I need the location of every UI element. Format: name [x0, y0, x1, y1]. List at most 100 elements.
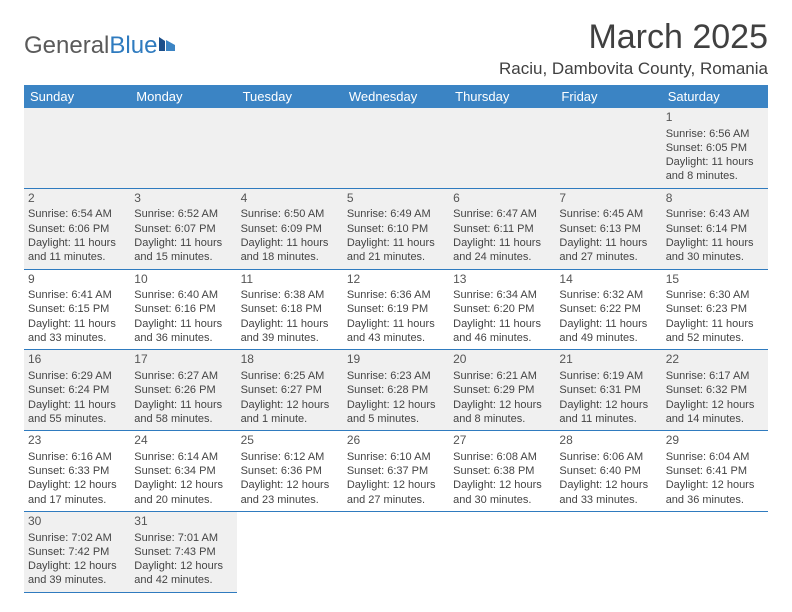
day-number: 14 [559, 272, 657, 288]
day-number: 12 [347, 272, 445, 288]
col-fri: Friday [555, 85, 661, 108]
day-number: 30 [28, 514, 126, 530]
day-cell [555, 108, 661, 188]
daylight: Daylight: 11 hours and 39 minutes. [241, 317, 339, 346]
sunrise: Sunrise: 6:17 AM [666, 369, 764, 383]
sunset: Sunset: 6:19 PM [347, 302, 445, 316]
sunrise: Sunrise: 6:14 AM [134, 450, 232, 464]
day-number: 3 [134, 191, 232, 207]
title-block: March 2025 Raciu, Dambovita County, Roma… [499, 18, 768, 79]
daylight: Daylight: 12 hours and 8 minutes. [453, 398, 551, 427]
sunrise: Sunrise: 6:36 AM [347, 288, 445, 302]
sunset: Sunset: 6:20 PM [453, 302, 551, 316]
sunrise: Sunrise: 6:50 AM [241, 207, 339, 221]
sunset: Sunset: 7:43 PM [134, 545, 232, 559]
sunset: Sunset: 6:34 PM [134, 464, 232, 478]
day-cell [24, 108, 130, 188]
day-cell: 16Sunrise: 6:29 AMSunset: 6:24 PMDayligh… [24, 350, 130, 431]
day-cell: 10Sunrise: 6:40 AMSunset: 6:16 PMDayligh… [130, 269, 236, 350]
sunset: Sunset: 6:32 PM [666, 383, 764, 397]
daylight: Daylight: 12 hours and 39 minutes. [28, 559, 126, 588]
week-row: 30Sunrise: 7:02 AMSunset: 7:42 PMDayligh… [24, 511, 768, 592]
sunrise: Sunrise: 6:25 AM [241, 369, 339, 383]
day-number: 1 [666, 110, 764, 126]
day-cell [343, 511, 449, 592]
sunset: Sunset: 6:13 PM [559, 222, 657, 236]
sunset: Sunset: 6:41 PM [666, 464, 764, 478]
day-cell: 12Sunrise: 6:36 AMSunset: 6:19 PMDayligh… [343, 269, 449, 350]
daylight: Daylight: 12 hours and 5 minutes. [347, 398, 445, 427]
sunrise: Sunrise: 6:29 AM [28, 369, 126, 383]
day-number: 21 [559, 352, 657, 368]
sunset: Sunset: 6:22 PM [559, 302, 657, 316]
day-cell: 18Sunrise: 6:25 AMSunset: 6:27 PMDayligh… [237, 350, 343, 431]
day-number: 22 [666, 352, 764, 368]
sunrise: Sunrise: 6:27 AM [134, 369, 232, 383]
day-cell: 2Sunrise: 6:54 AMSunset: 6:06 PMDaylight… [24, 188, 130, 269]
day-number: 10 [134, 272, 232, 288]
day-number: 5 [347, 191, 445, 207]
sunset: Sunset: 6:18 PM [241, 302, 339, 316]
sunrise: Sunrise: 6:41 AM [28, 288, 126, 302]
daylight: Daylight: 11 hours and 27 minutes. [559, 236, 657, 265]
logo: GeneralBlue [24, 32, 181, 60]
day-number: 28 [559, 433, 657, 449]
day-cell [237, 511, 343, 592]
day-cell: 29Sunrise: 6:04 AMSunset: 6:41 PMDayligh… [662, 431, 768, 512]
sunset: Sunset: 6:14 PM [666, 222, 764, 236]
day-number: 25 [241, 433, 339, 449]
day-number: 26 [347, 433, 445, 449]
sunrise: Sunrise: 6:06 AM [559, 450, 657, 464]
daylight: Daylight: 11 hours and 15 minutes. [134, 236, 232, 265]
daylight: Daylight: 11 hours and 43 minutes. [347, 317, 445, 346]
day-number: 8 [666, 191, 764, 207]
sunset: Sunset: 6:37 PM [347, 464, 445, 478]
day-number: 19 [347, 352, 445, 368]
daylight: Daylight: 12 hours and 1 minute. [241, 398, 339, 427]
week-row: 2Sunrise: 6:54 AMSunset: 6:06 PMDaylight… [24, 188, 768, 269]
sunset: Sunset: 6:05 PM [666, 141, 764, 155]
daylight: Daylight: 11 hours and 52 minutes. [666, 317, 764, 346]
day-cell: 3Sunrise: 6:52 AMSunset: 6:07 PMDaylight… [130, 188, 236, 269]
sunset: Sunset: 6:29 PM [453, 383, 551, 397]
sunrise: Sunrise: 7:02 AM [28, 531, 126, 545]
month-title: March 2025 [499, 18, 768, 57]
daylight: Daylight: 11 hours and 30 minutes. [666, 236, 764, 265]
day-cell: 30Sunrise: 7:02 AMSunset: 7:42 PMDayligh… [24, 511, 130, 592]
sunset: Sunset: 6:23 PM [666, 302, 764, 316]
sunset: Sunset: 6:28 PM [347, 383, 445, 397]
sunset: Sunset: 6:10 PM [347, 222, 445, 236]
day-cell [130, 108, 236, 188]
logo-text-1: General [24, 32, 109, 60]
day-cell: 20Sunrise: 6:21 AMSunset: 6:29 PMDayligh… [449, 350, 555, 431]
day-cell: 4Sunrise: 6:50 AMSunset: 6:09 PMDaylight… [237, 188, 343, 269]
day-number: 24 [134, 433, 232, 449]
sunset: Sunset: 7:42 PM [28, 545, 126, 559]
sunrise: Sunrise: 6:32 AM [559, 288, 657, 302]
sunrise: Sunrise: 6:16 AM [28, 450, 126, 464]
sunrise: Sunrise: 6:21 AM [453, 369, 551, 383]
day-cell: 21Sunrise: 6:19 AMSunset: 6:31 PMDayligh… [555, 350, 661, 431]
daylight: Daylight: 12 hours and 14 minutes. [666, 398, 764, 427]
week-row: 23Sunrise: 6:16 AMSunset: 6:33 PMDayligh… [24, 431, 768, 512]
day-number: 4 [241, 191, 339, 207]
day-cell: 23Sunrise: 6:16 AMSunset: 6:33 PMDayligh… [24, 431, 130, 512]
day-number: 27 [453, 433, 551, 449]
daylight: Daylight: 12 hours and 27 minutes. [347, 478, 445, 507]
daylight: Daylight: 11 hours and 55 minutes. [28, 398, 126, 427]
day-number: 9 [28, 272, 126, 288]
day-cell: 5Sunrise: 6:49 AMSunset: 6:10 PMDaylight… [343, 188, 449, 269]
day-cell: 9Sunrise: 6:41 AMSunset: 6:15 PMDaylight… [24, 269, 130, 350]
day-cell: 28Sunrise: 6:06 AMSunset: 6:40 PMDayligh… [555, 431, 661, 512]
day-cell: 13Sunrise: 6:34 AMSunset: 6:20 PMDayligh… [449, 269, 555, 350]
sunset: Sunset: 6:38 PM [453, 464, 551, 478]
daylight: Daylight: 12 hours and 23 minutes. [241, 478, 339, 507]
day-cell: 25Sunrise: 6:12 AMSunset: 6:36 PMDayligh… [237, 431, 343, 512]
sunset: Sunset: 6:07 PM [134, 222, 232, 236]
location: Raciu, Dambovita County, Romania [499, 59, 768, 79]
calendar-table: Sunday Monday Tuesday Wednesday Thursday… [24, 85, 768, 593]
week-row: 16Sunrise: 6:29 AMSunset: 6:24 PMDayligh… [24, 350, 768, 431]
day-cell [343, 108, 449, 188]
day-cell [555, 511, 661, 592]
day-cell: 19Sunrise: 6:23 AMSunset: 6:28 PMDayligh… [343, 350, 449, 431]
